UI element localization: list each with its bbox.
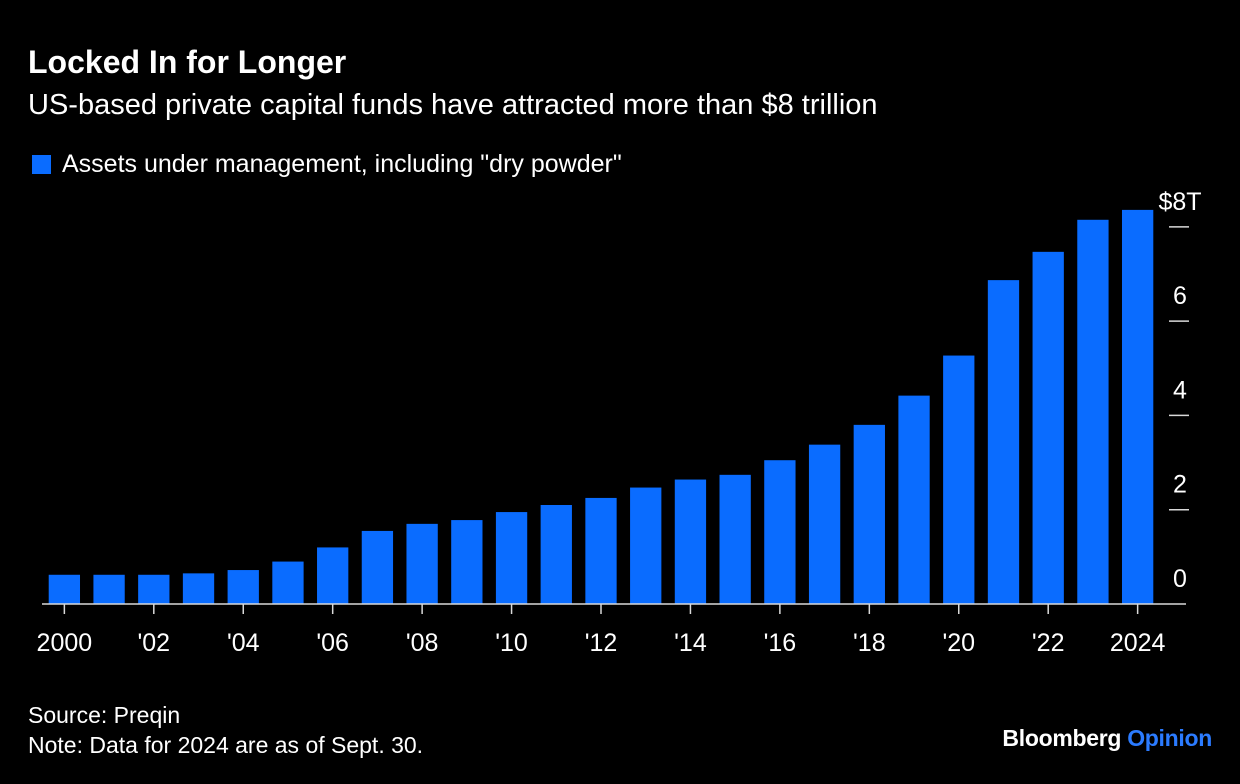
bar-chart: 2000'02'04'06'08'10'12'14'16'18'20'22 202… xyxy=(37,188,1202,657)
bar-2005 xyxy=(272,561,304,604)
page-subtitle: US-based private capital funds have attr… xyxy=(28,89,878,121)
legend-swatch xyxy=(32,154,51,174)
y-tick-label-6: 6 xyxy=(1173,282,1187,310)
x-tick-label-2020: '20 xyxy=(942,629,975,657)
x-tick-label-2022: '22 xyxy=(1032,629,1065,657)
bar-2023 xyxy=(1077,219,1109,605)
bar-2024 xyxy=(1121,209,1154,604)
bar-2012 xyxy=(585,497,617,604)
x-tick-label-2018: '18 xyxy=(853,629,886,657)
x-tick-label-2024: 2024 xyxy=(1110,629,1166,657)
bar-2019 xyxy=(898,395,930,604)
bar-2007 xyxy=(361,530,394,604)
bar-2001 xyxy=(93,574,125,604)
x-tick-label-2004: '04 xyxy=(227,629,260,657)
x-tick-label-2012: '12 xyxy=(585,629,618,657)
bar-2006 xyxy=(317,547,349,604)
bar-2010 xyxy=(495,512,528,604)
brand-logo: Bloomberg Opinion xyxy=(1002,725,1212,752)
bar-2018 xyxy=(853,424,885,604)
bar-2021 xyxy=(987,280,1020,604)
bar-2014 xyxy=(674,479,707,604)
bar-2002 xyxy=(138,574,170,604)
bar-2016 xyxy=(764,460,796,604)
page-title: Locked In for Longer xyxy=(28,44,347,80)
legend-label: Assets under management, including "dry … xyxy=(62,149,622,178)
source-note: Source: Preqin xyxy=(28,702,181,728)
y-tick-label-2: 2 xyxy=(1173,471,1187,499)
bar-2013 xyxy=(630,487,662,604)
x-tick-label-2006: '06 xyxy=(316,629,349,657)
bar-2022 xyxy=(1032,251,1064,605)
bar-2000 xyxy=(48,574,81,604)
bar-2003 xyxy=(182,573,215,604)
brand-secondary: Opinion xyxy=(1127,725,1212,751)
x-tick-label-2008: '08 xyxy=(406,629,439,657)
data-note: Note: Data for 2024 are as of Sept. 30. xyxy=(28,732,424,758)
bar-2020 xyxy=(943,355,975,604)
x-tick-label-2002: '02 xyxy=(138,629,171,657)
bar-2008 xyxy=(406,523,438,604)
brand-primary: Bloomberg xyxy=(1002,725,1122,751)
x-tick-label-2014: '14 xyxy=(674,629,707,657)
y-tick-label-8: $8T xyxy=(1158,188,1201,216)
bar-2017 xyxy=(808,444,841,604)
y-tick-label-4: 4 xyxy=(1173,376,1187,404)
bar-2004 xyxy=(227,570,259,604)
y-tick-label-0: 0 xyxy=(1173,565,1187,593)
x-tick-label-2010: '10 xyxy=(495,629,528,657)
x-tick-label-2016: '16 xyxy=(764,629,797,657)
bar-2015 xyxy=(719,474,751,604)
bar-2011 xyxy=(540,505,572,604)
chart-legend: Assets under management, including "dry … xyxy=(32,147,622,181)
x-tick-label-2000: 2000 xyxy=(37,629,93,657)
bar-2009 xyxy=(451,520,483,604)
